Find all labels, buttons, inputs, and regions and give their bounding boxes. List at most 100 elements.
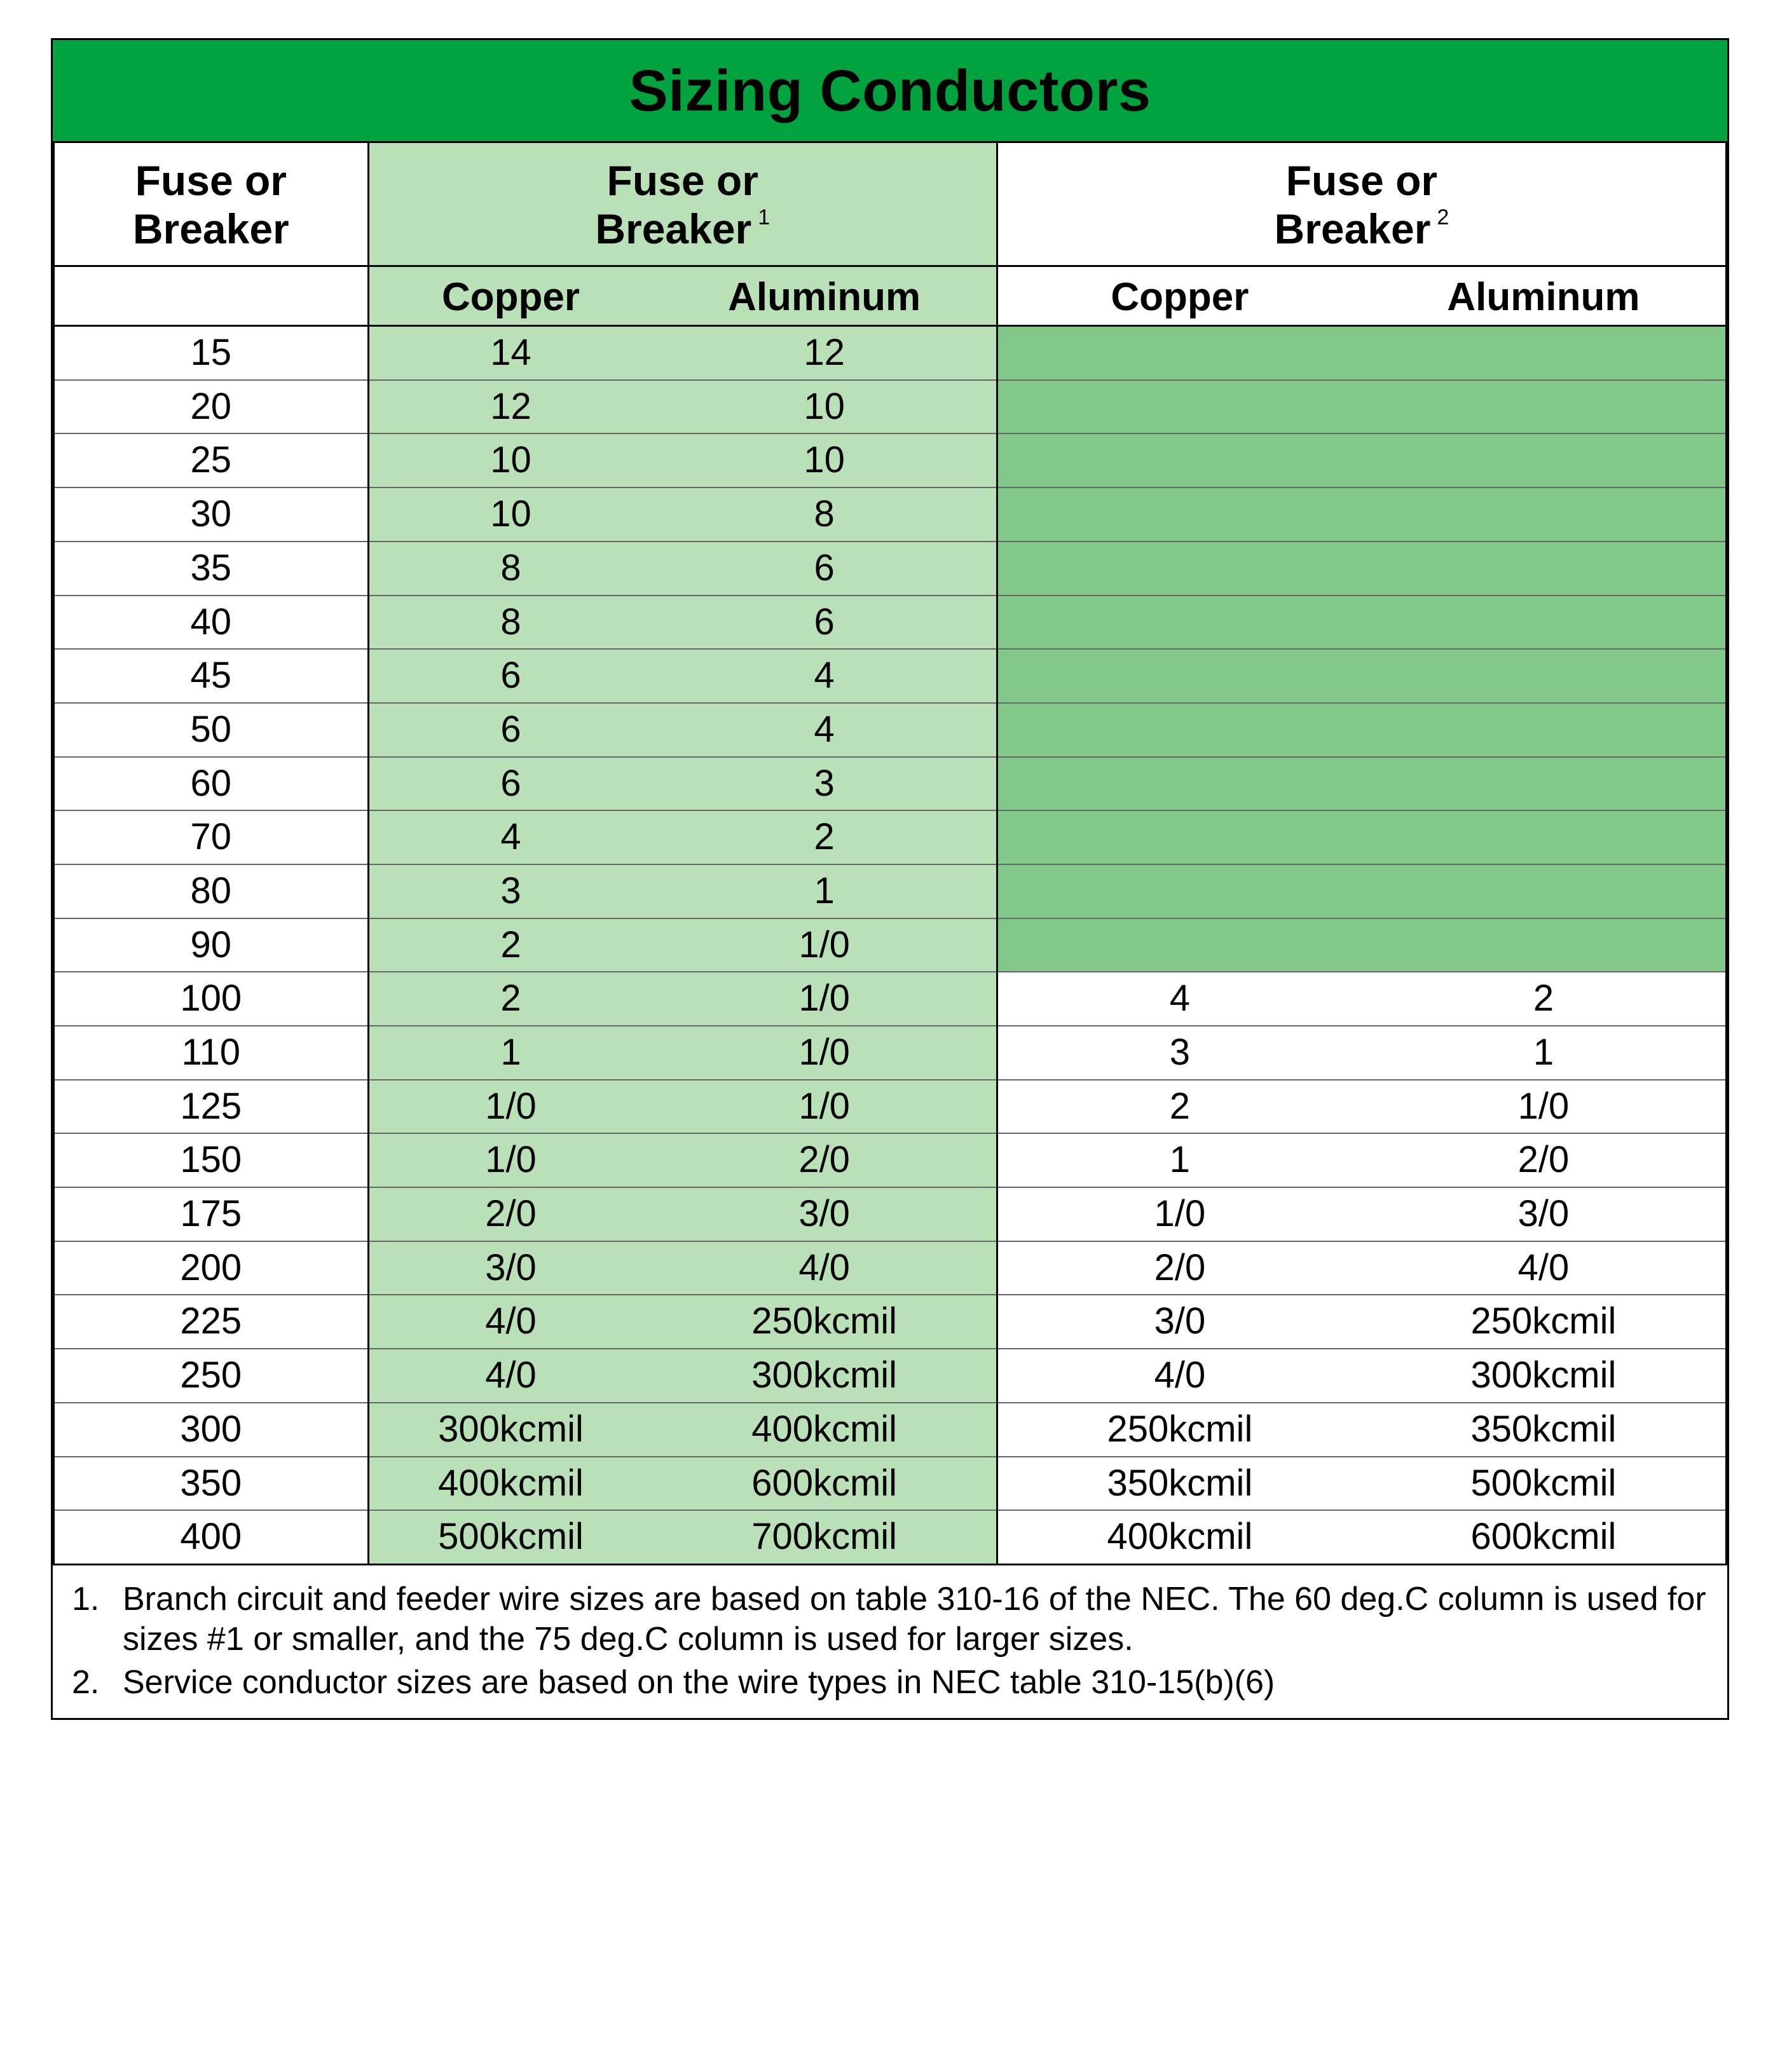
table-row: 8031 <box>54 864 1727 918</box>
cell-fuse-breaker: 35 <box>54 542 369 596</box>
cell-aluminum-2 <box>1362 487 1727 542</box>
cell-aluminum-1: 1/0 <box>652 918 997 972</box>
cell-copper-2: 250kcmil <box>997 1403 1362 1457</box>
cell-copper-2: 3 <box>997 1026 1362 1080</box>
cell-fuse-breaker: 15 <box>54 326 369 380</box>
page-title: Sizing Conductors <box>629 58 1151 123</box>
header-aluminum-1: Aluminum <box>652 266 997 325</box>
table-row: 201210 <box>54 380 1727 434</box>
cell-aluminum-1: 3 <box>652 757 997 811</box>
cell-copper-1: 1/0 <box>368 1080 652 1134</box>
table-row: 6063 <box>54 757 1727 811</box>
cell-aluminum-2: 500kcmil <box>1362 1457 1727 1511</box>
cell-aluminum-1: 10 <box>652 433 997 487</box>
cell-aluminum-1: 2/0 <box>652 1133 997 1187</box>
header-blank <box>54 266 369 325</box>
table-row: 1752/03/01/03/0 <box>54 1187 1727 1241</box>
table-row: 2003/04/02/04/0 <box>54 1241 1727 1295</box>
cell-fuse-breaker: 150 <box>54 1133 369 1187</box>
cell-copper-1: 3/0 <box>368 1241 652 1295</box>
cell-copper-2 <box>997 433 1362 487</box>
table-row: 400500kcmil700kcmil400kcmil600kcmil <box>54 1510 1727 1564</box>
cell-aluminum-1: 3/0 <box>652 1187 997 1241</box>
cell-copper-2 <box>997 380 1362 434</box>
cell-copper-2 <box>997 596 1362 650</box>
cell-aluminum-2 <box>1362 918 1727 972</box>
cell-copper-2 <box>997 703 1362 757</box>
table-row: 5064 <box>54 703 1727 757</box>
cell-aluminum-2 <box>1362 433 1727 487</box>
cell-fuse-breaker: 20 <box>54 380 369 434</box>
cell-aluminum-2: 3/0 <box>1362 1187 1727 1241</box>
cell-aluminum-1: 2 <box>652 810 997 864</box>
header-group2: Fuse or Breaker2 <box>997 143 1726 266</box>
cell-copper-2 <box>997 918 1362 972</box>
cell-copper-2 <box>997 487 1362 542</box>
table-row: 1251/01/021/0 <box>54 1080 1727 1134</box>
cell-aluminum-2 <box>1362 542 1727 596</box>
cell-aluminum-1: 8 <box>652 487 997 542</box>
cell-aluminum-2: 600kcmil <box>1362 1510 1727 1564</box>
cell-aluminum-1: 4 <box>652 703 997 757</box>
cell-copper-2: 4/0 <box>997 1349 1362 1403</box>
cell-aluminum-1: 4/0 <box>652 1241 997 1295</box>
cell-aluminum-2: 300kcmil <box>1362 1349 1727 1403</box>
cell-copper-1: 10 <box>368 487 652 542</box>
cell-aluminum-1: 6 <box>652 596 997 650</box>
table-row: 9021/0 <box>54 918 1727 972</box>
header-group1: Fuse or Breaker1 <box>368 143 997 266</box>
cell-aluminum-1: 1/0 <box>652 1080 997 1134</box>
table-row: 1501/02/012/0 <box>54 1133 1727 1187</box>
footnote-text: Branch circuit and feeder wire sizes are… <box>123 1579 1715 1660</box>
table-row: 7042 <box>54 810 1727 864</box>
cell-fuse-breaker: 45 <box>54 649 369 703</box>
cell-copper-1: 3 <box>368 864 652 918</box>
cell-copper-2: 2 <box>997 1080 1362 1134</box>
cell-aluminum-2 <box>1362 596 1727 650</box>
cell-copper-2: 4 <box>997 972 1362 1026</box>
cell-fuse-breaker: 250 <box>54 1349 369 1403</box>
sizing-conductors-table: Sizing Conductors Fuse or Breaker Fuse o… <box>51 38 1729 1720</box>
cell-copper-1: 1/0 <box>368 1133 652 1187</box>
cell-copper-2 <box>997 757 1362 811</box>
cell-copper-1: 6 <box>368 703 652 757</box>
cell-fuse-breaker: 350 <box>54 1457 369 1511</box>
cell-copper-1: 300kcmil <box>368 1403 652 1457</box>
cell-copper-2: 1/0 <box>997 1187 1362 1241</box>
table-row: 4086 <box>54 596 1727 650</box>
cell-fuse-breaker: 125 <box>54 1080 369 1134</box>
cell-fuse-breaker: 60 <box>54 757 369 811</box>
cell-copper-1: 14 <box>368 326 652 380</box>
cell-aluminum-1: 250kcmil <box>652 1295 997 1349</box>
table-row: 300300kcmil400kcmil250kcmil350kcmil <box>54 1403 1727 1457</box>
cell-aluminum-1: 1/0 <box>652 972 997 1026</box>
header-row-materials: Copper Aluminum Copper Aluminum <box>54 266 1727 325</box>
cell-copper-1: 2 <box>368 972 652 1026</box>
cell-copper-1: 8 <box>368 596 652 650</box>
cell-aluminum-1: 1 <box>652 864 997 918</box>
cell-copper-1: 400kcmil <box>368 1457 652 1511</box>
cell-copper-2: 2/0 <box>997 1241 1362 1295</box>
cell-aluminum-1: 700kcmil <box>652 1510 997 1564</box>
footnotes: 1.Branch circuit and feeder wire sizes a… <box>53 1565 1727 1718</box>
cell-copper-1: 4/0 <box>368 1295 652 1349</box>
header-copper-2: Copper <box>997 266 1362 325</box>
cell-copper-2 <box>997 542 1362 596</box>
cell-fuse-breaker: 90 <box>54 918 369 972</box>
cell-copper-1: 2 <box>368 918 652 972</box>
header-fuse-breaker: Fuse or Breaker <box>54 143 369 266</box>
cell-copper-1: 4/0 <box>368 1349 652 1403</box>
table-row: 2504/0300kcmil4/0300kcmil <box>54 1349 1727 1403</box>
cell-aluminum-1: 4 <box>652 649 997 703</box>
footnote: 1.Branch circuit and feeder wire sizes a… <box>72 1579 1715 1660</box>
cell-aluminum-1: 400kcmil <box>652 1403 997 1457</box>
cell-aluminum-2 <box>1362 649 1727 703</box>
cell-copper-2 <box>997 649 1362 703</box>
table-row: 11011/031 <box>54 1026 1727 1080</box>
cell-copper-1: 10 <box>368 433 652 487</box>
cell-fuse-breaker: 25 <box>54 433 369 487</box>
title-bar: Sizing Conductors <box>53 40 1727 143</box>
cell-aluminum-2: 2 <box>1362 972 1727 1026</box>
cell-aluminum-1: 10 <box>652 380 997 434</box>
footnote-number: 1. <box>72 1579 123 1660</box>
